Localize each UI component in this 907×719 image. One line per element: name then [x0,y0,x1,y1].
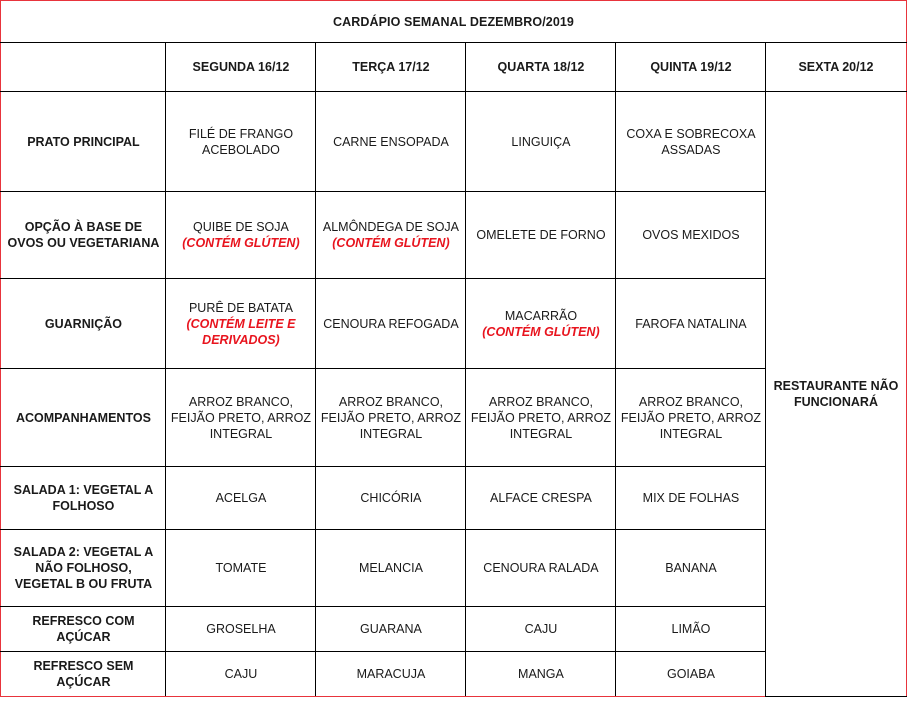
cell-text: FAROFA NATALINA [635,316,747,331]
cell-opcao-segunda: QUIBE DE SOJA (CONTÉM GLÚTEN) [165,191,317,279]
cell-guarnicao-quarta: MACARRÃO (CONTÉM GLÚTEN) [465,278,617,369]
column-header-quarta: QUARTA 18/12 [465,42,617,92]
day-header-row: SEGUNDA 16/12 TERÇA 17/12 QUARTA 18/12 Q… [0,42,907,92]
row-label-acompanhamentos: ACOMPANHAMENTOS [0,368,167,467]
cell-text: ACELGA [215,491,267,505]
cell-text: CAJU [224,667,258,681]
cell-text: TOMATE [215,561,267,575]
cell-refcom-segunda: GROSELHA [165,606,317,652]
cell-text: GOIABA [666,667,715,681]
cell-text: MACARRÃO [504,308,578,323]
row-label-salada-1: SALADA 1: VEGETAL A FOLHOSO [0,466,167,530]
cell-text: OMELETE DE FORNO [476,228,606,242]
table-row: GUARNIÇÃO PURÊ DE BATATA (CONTÉM LEITE E … [0,278,906,369]
title-row: CARDÁPIO SEMANAL DEZEMBRO/2019 [0,0,907,43]
cell-text: FILÉ DE FRANGO ACEBOLADO [188,126,294,157]
allergen-note: (CONTÉM GLÚTEN) [332,236,450,250]
cell-text: CAJU [524,622,558,636]
cell-salada2-quinta: BANANA [615,529,767,607]
cell-text: GUARANA [360,622,422,636]
cell-salada1-terca: CHICÓRIA [315,466,467,530]
cell-text: MELANCIA [359,561,423,575]
cell-guarnicao-quinta: FAROFA NATALINA [615,278,767,369]
cell-acomp-quinta: ARROZ BRANCO, FEIJÃO PRETO, ARROZ INTEGR… [615,368,767,467]
weekly-menu-table: CARDÁPIO SEMANAL DEZEMBRO/2019 SEGUNDA 1… [0,0,907,697]
allergen-note: (CONTÉM GLÚTEN) [482,324,600,339]
table-row: REFRESCO SEM AÇÚCAR CAJU MARACUJA MANGA … [0,651,906,697]
column-header-quinta: QUINTA 19/12 [615,42,767,92]
cell-prato-quinta: COXA E SOBRECOXA ASSADAS [615,91,767,192]
cell-acomp-quarta: ARROZ BRANCO, FEIJÃO PRETO, ARROZ INTEGR… [465,368,617,467]
allergen-note: (CONTÉM LEITE E DERIVADOS) [186,316,296,347]
table-row: ACOMPANHAMENTOS ARROZ BRANCO, FEIJÃO PRE… [0,368,906,467]
cell-refcom-quinta: LIMÃO [615,606,767,652]
cell-salada1-segunda: ACELGA [165,466,317,530]
cell-salada1-quarta: ALFACE CRESPA [465,466,617,530]
cell-text: CENOURA RALADA [483,561,599,575]
cell-prato-segunda: FILÉ DE FRANGO ACEBOLADO [165,91,317,192]
cell-text: ARROZ BRANCO, FEIJÃO PRETO, ARROZ INTEGR… [470,394,611,441]
cell-acomp-terca: ARROZ BRANCO, FEIJÃO PRETO, ARROZ INTEGR… [315,368,467,467]
table-row: OPÇÃO À BASE DE OVOS OU VEGETARIANA QUIB… [0,191,906,279]
sexta-closed-notice: RESTAURANTE NÃO FUNCIONARÁ [765,91,907,697]
cell-text: OVOS MEXIDOS [642,228,740,242]
cell-acomp-segunda: ARROZ BRANCO, FEIJÃO PRETO, ARROZ INTEGR… [165,368,317,467]
cell-text: LINGUIÇA [511,134,571,149]
cell-text: CHICÓRIA [360,491,422,505]
cell-refcom-terca: GUARANA [315,606,467,652]
cell-prato-quarta: LINGUIÇA [465,91,617,192]
cell-text: ARROZ BRANCO, FEIJÃO PRETO, ARROZ INTEGR… [320,394,461,441]
cell-text: CENOURA REFOGADA [323,316,459,331]
cell-text: ARROZ BRANCO, FEIJÃO PRETO, ARROZ INTEGR… [620,394,761,441]
cell-text: MIX DE FOLHAS [642,491,740,505]
page-title: CARDÁPIO SEMANAL DEZEMBRO/2019 [0,0,907,43]
table-row: PRATO PRINCIPAL FILÉ DE FRANGO ACEBOLADO… [0,91,907,697]
cell-salada2-segunda: TOMATE [165,529,317,607]
cell-text: MANGA [518,667,564,681]
column-header-segunda: SEGUNDA 16/12 [165,42,317,92]
row-label-refresco-sem-acucar: REFRESCO SEM AÇÚCAR [0,651,167,697]
cell-refsem-quinta: GOIABA [615,651,767,697]
cell-text: ARROZ BRANCO, FEIJÃO PRETO, ARROZ INTEGR… [170,394,311,441]
cell-text: ALMÔNDEGA DE SOJA [322,220,460,234]
cell-refsem-quarta: MANGA [465,651,617,697]
cell-salada2-terca: MELANCIA [315,529,467,607]
cell-refsem-terca: MARACUJA [315,651,467,697]
cell-guarnicao-terca: CENOURA REFOGADA [315,278,467,369]
cell-guarnicao-segunda: PURÊ DE BATATA (CONTÉM LEITE E DERIVADOS) [165,278,317,369]
cell-text: COXA E SOBRECOXA ASSADAS [626,126,756,157]
cell-text: LIMÃO [671,622,711,636]
row-label-opcao-vegetariana: OPÇÃO À BASE DE OVOS OU VEGETARIANA [0,191,167,279]
cell-text: CARNE ENSOPADA [333,134,449,149]
column-header-terca: TERÇA 17/12 [315,42,467,92]
cell-opcao-terca: ALMÔNDEGA DE SOJA (CONTÉM GLÚTEN) [315,191,467,279]
cell-refcom-quarta: CAJU [465,606,617,652]
row-label-salada-2: SALADA 2: VEGETAL A NÃO FOLHOSO, VEGETAL… [0,529,167,607]
cell-salada2-quarta: CENOURA RALADA [465,529,617,607]
cell-text: GROSELHA [206,622,276,636]
cell-text: PURÊ DE BATATA [188,300,293,315]
cell-prato-terca: CARNE ENSOPADA [315,91,467,192]
table-row: SALADA 1: VEGETAL A FOLHOSO ACELGA CHICÓ… [0,466,906,530]
cell-text: ALFACE CRESPA [490,491,592,505]
cell-opcao-quarta: OMELETE DE FORNO [465,191,617,279]
cell-text: BANANA [665,561,717,575]
cell-opcao-quinta: OVOS MEXIDOS [615,191,767,279]
cell-text: MARACUJA [356,667,426,681]
row-label-prato-principal: PRATO PRINCIPAL [0,91,167,192]
table-row: SALADA 2: VEGETAL A NÃO FOLHOSO, VEGETAL… [0,529,906,607]
cell-salada1-quinta: MIX DE FOLHAS [615,466,767,530]
corner-empty-cell [0,42,167,92]
row-label-guarnicao: GUARNIÇÃO [0,278,167,369]
column-header-sexta: SEXTA 20/12 [765,42,907,92]
allergen-note: (CONTÉM GLÚTEN) [182,236,300,250]
row-label-refresco-com-acucar: REFRESCO COM AÇÚCAR [0,606,167,652]
cell-refsem-segunda: CAJU [165,651,317,697]
cell-text: QUIBE DE SOJA [193,220,289,234]
